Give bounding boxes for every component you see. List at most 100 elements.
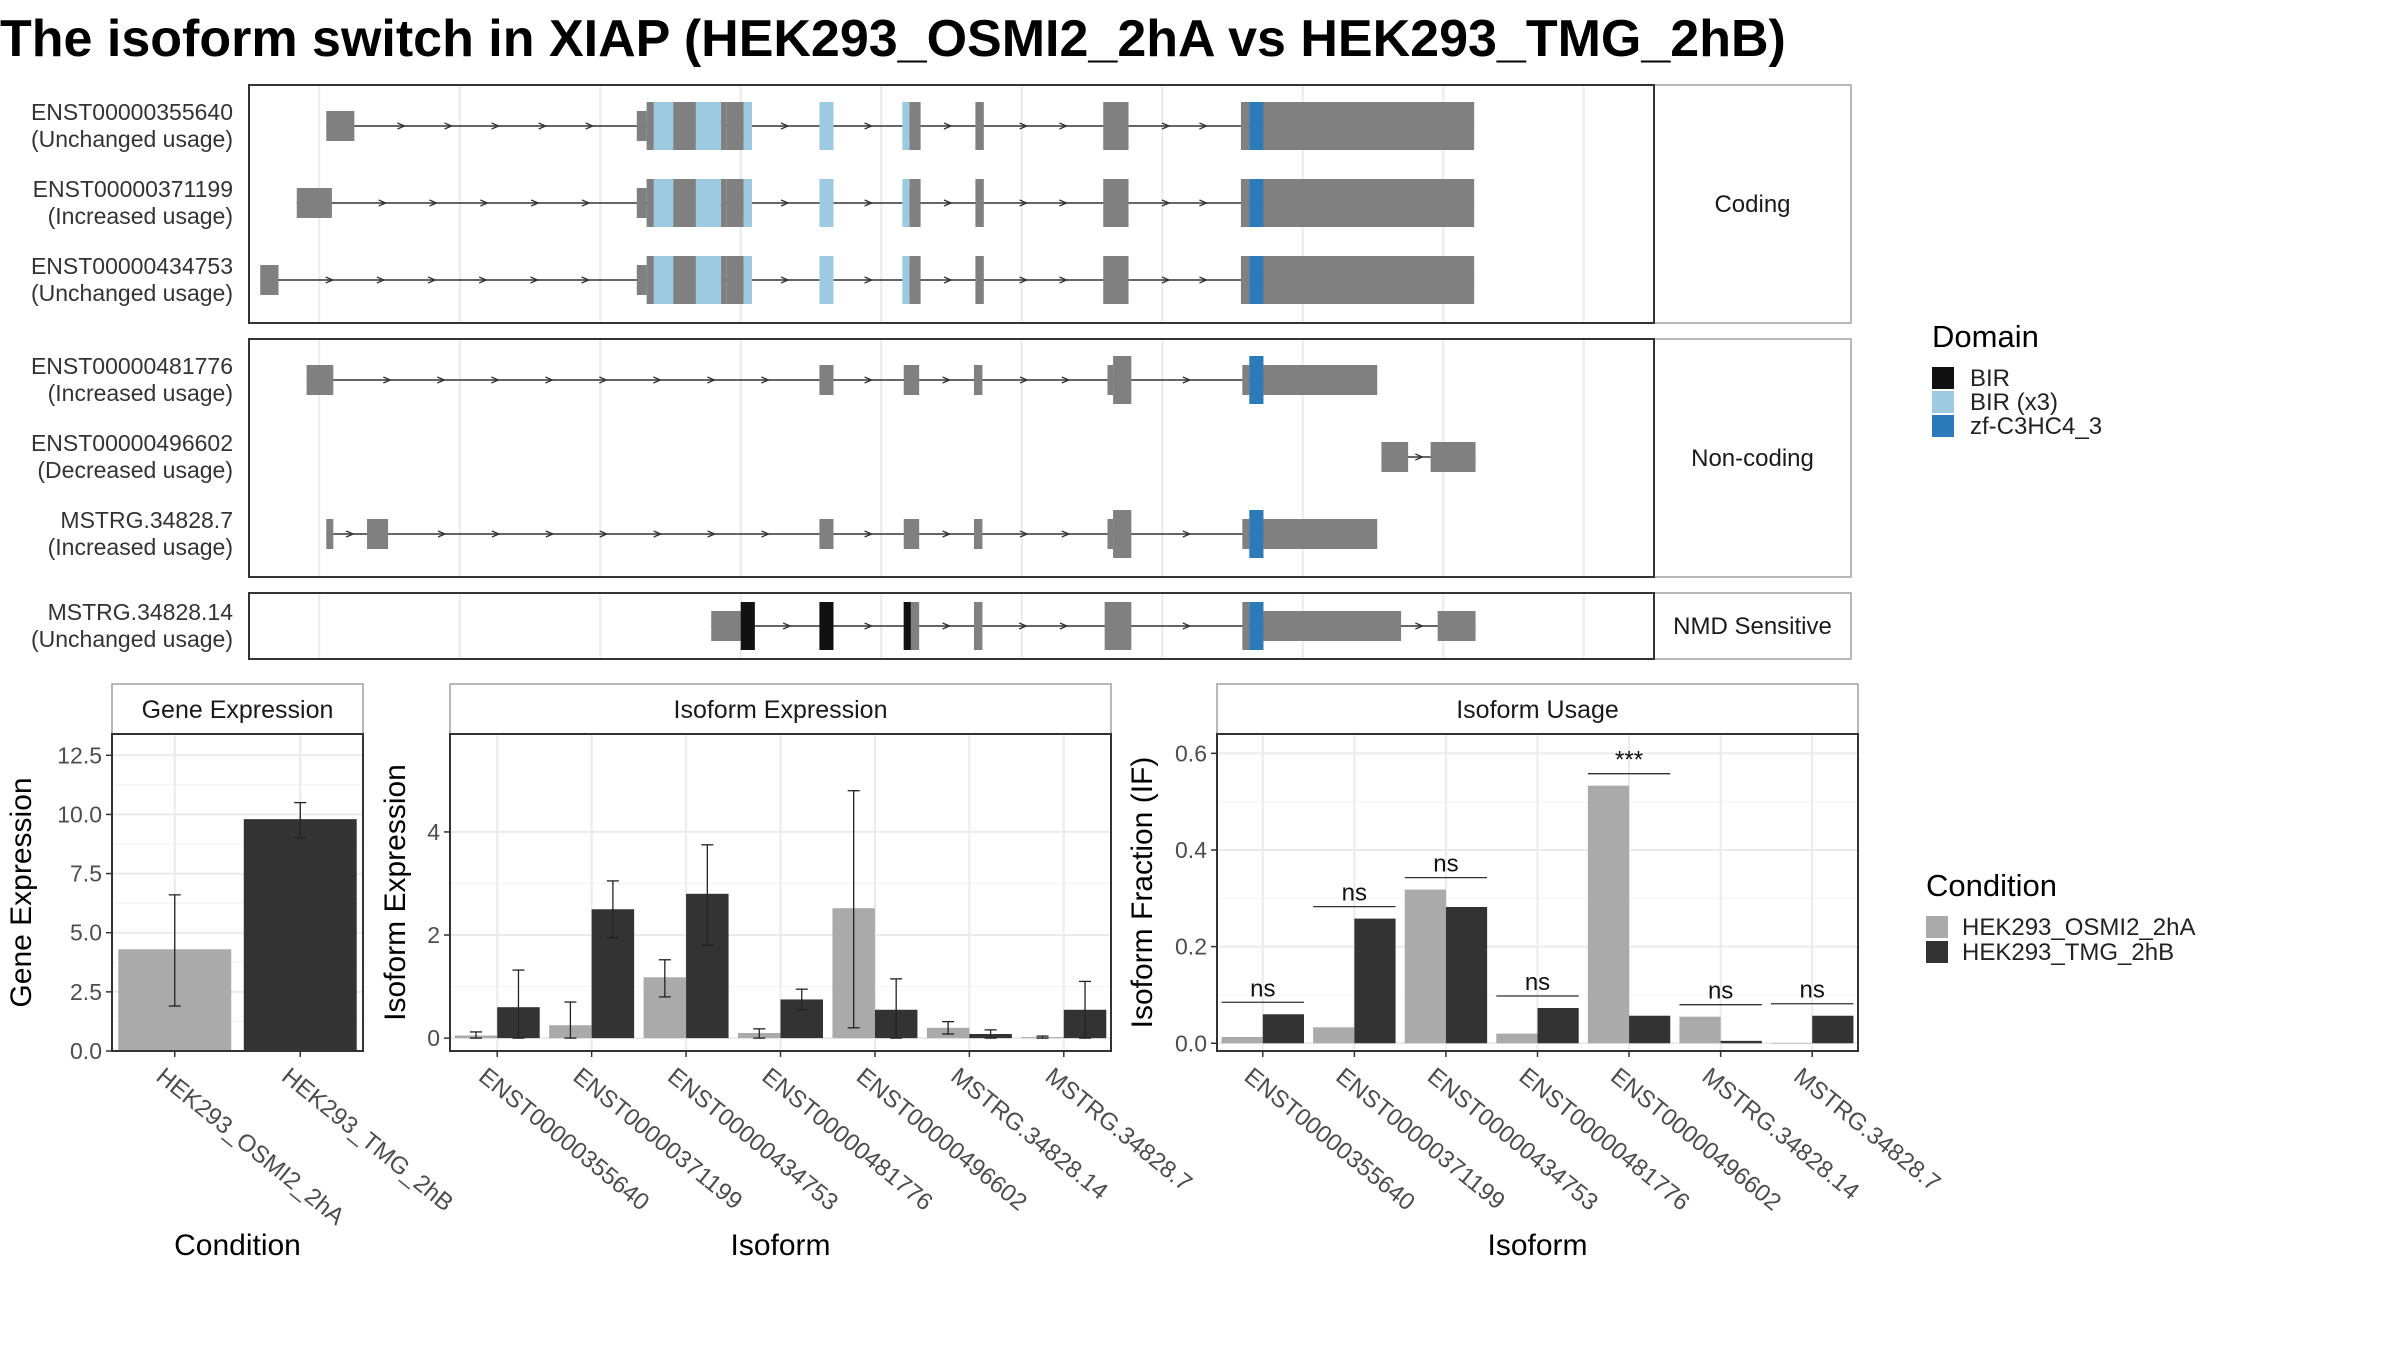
x-tick-label: MSTRG.34828.14	[1697, 1063, 1864, 1206]
direction-arrow	[1199, 199, 1209, 207]
direction-arrow	[1019, 276, 1029, 284]
chart-title: Gene Expression	[142, 696, 334, 724]
direction-arrow	[325, 276, 335, 284]
transcript-mstrg-34828-7: MSTRG.34828.7(Increased usage)	[48, 507, 1378, 560]
direction-arrow	[427, 276, 437, 284]
x-tick-label: ENST00000434753	[662, 1063, 843, 1217]
chart-strip	[449, 683, 1112, 735]
direction-arrow	[761, 376, 771, 384]
direction-arrow	[864, 276, 874, 284]
bar	[1354, 918, 1396, 1044]
panel-border	[248, 338, 1655, 578]
direction-arrow	[1161, 122, 1171, 130]
exon	[1104, 602, 1132, 650]
exon	[1263, 179, 1475, 227]
direction-arrow	[383, 376, 392, 384]
transcript-usage-label: (Unchanged usage)	[31, 626, 233, 652]
bar	[1496, 1033, 1538, 1044]
bar	[243, 819, 357, 1051]
domain-bir-x3	[819, 179, 834, 227]
exon	[1103, 102, 1129, 150]
direction-arrow	[530, 199, 540, 207]
exon	[636, 111, 647, 141]
bar	[1720, 1040, 1762, 1044]
direction-arrow	[376, 276, 386, 284]
direction-arrow	[1161, 199, 1171, 207]
exon	[909, 256, 921, 304]
y-tick-label: 4	[427, 819, 440, 845]
exon	[726, 179, 744, 227]
direction-arrow	[444, 122, 454, 130]
y-tick-label: 2	[427, 922, 440, 948]
exon	[726, 102, 744, 150]
y-tick-label: 12.5	[57, 742, 102, 768]
domain-bir-x3	[819, 256, 834, 304]
group-strip	[1653, 338, 1852, 578]
exon	[1103, 179, 1129, 227]
x-axis-title: Isoform	[730, 1229, 830, 1262]
exon	[326, 111, 355, 141]
transcript-enst00000481776: ENST00000481776(Increased usage)	[31, 353, 1378, 406]
exon	[326, 519, 334, 549]
chart-title: Isoform Expression	[674, 696, 888, 724]
exon	[1107, 519, 1114, 549]
exon	[909, 102, 921, 150]
x-tick-label: ENST00000371199	[1331, 1063, 1510, 1216]
domain-zf	[1249, 179, 1264, 227]
direction-arrow	[478, 276, 488, 284]
x-tick-label: ENST00000434753	[1422, 1063, 1603, 1217]
y-axis-title: Gene Expression	[5, 777, 38, 1007]
chart-title: Isoform Usage	[1456, 696, 1619, 724]
transcript-usage-label: (Unchanged usage)	[31, 280, 233, 306]
y-tick-label: 2.5	[70, 979, 102, 1005]
direction-arrow	[1161, 276, 1171, 284]
domain-bir-x3	[695, 179, 722, 227]
direction-arrow	[1059, 122, 1069, 130]
transcript-enst00000496602: ENST00000496602(Decreased usage)	[31, 430, 1476, 483]
direction-arrow	[491, 122, 501, 130]
exon	[636, 188, 647, 218]
domain-bir-x3	[819, 102, 834, 150]
exon	[1242, 365, 1250, 395]
significance-label: ns	[1250, 975, 1275, 1002]
x-axis-title: Condition	[174, 1229, 301, 1262]
direction-arrow	[943, 199, 953, 207]
direction-arrow	[864, 122, 874, 130]
significance-label: ns	[1342, 880, 1367, 907]
domain-bir	[819, 602, 834, 650]
exon	[1263, 102, 1475, 150]
direction-arrow	[491, 376, 500, 384]
domain-bir-x3	[743, 102, 752, 150]
y-tick-label: 10.0	[57, 801, 102, 827]
domain-bir-x3	[695, 256, 722, 304]
exon	[819, 365, 834, 395]
exon	[296, 188, 332, 218]
group-strip	[1653, 592, 1852, 660]
group-label: Coding	[1714, 191, 1790, 218]
exon	[1242, 602, 1250, 650]
bar	[1262, 1014, 1304, 1044]
direction-arrow	[1018, 622, 1028, 630]
y-tick-label: 0.4	[1175, 837, 1207, 863]
direction-arrow	[942, 376, 952, 384]
exon	[1263, 519, 1378, 549]
direction-arrow	[1061, 530, 1071, 538]
domain-bir	[903, 602, 911, 650]
legend-label: HEK293_TMG_2hB	[1962, 939, 2174, 966]
transcript-mstrg-34828-14: MSTRG.34828.14(Unchanged usage)	[31, 599, 1476, 652]
exon	[1240, 102, 1250, 150]
transcript-usage-label: (Increased usage)	[48, 380, 233, 406]
direction-arrow	[480, 199, 489, 207]
bar	[1679, 1016, 1721, 1044]
legend-swatch-zf	[1932, 415, 1954, 437]
significance-label: ***	[1615, 747, 1643, 774]
exon	[636, 265, 647, 295]
transcript-id-label: ENST00000481776	[31, 353, 233, 379]
x-tick-label: ENST00000496602	[851, 1063, 1032, 1217]
exon	[1103, 256, 1129, 304]
legend-label: HEK293_OSMI2_2hA	[1962, 914, 2195, 941]
bar	[1537, 1007, 1579, 1044]
